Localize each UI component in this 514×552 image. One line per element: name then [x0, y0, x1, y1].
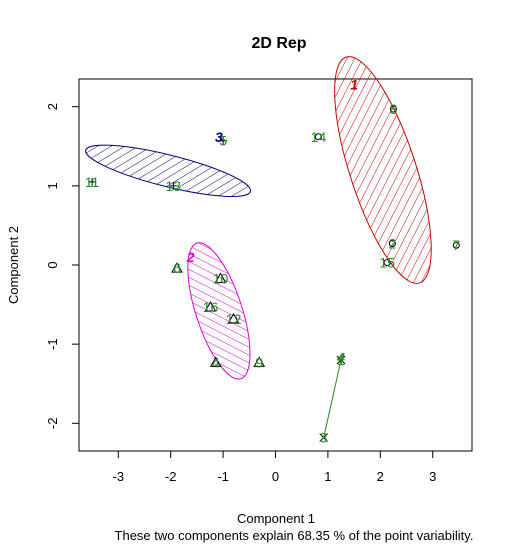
x-tick-label: 3 — [429, 469, 436, 484]
y-tick-label: 2 — [45, 103, 60, 110]
x-tick-label: -2 — [165, 469, 177, 484]
point-label: 6 — [173, 260, 181, 276]
point-marker — [336, 355, 346, 365]
point-marker — [219, 136, 228, 145]
point-marker — [389, 105, 397, 113]
cluster-1-label: 1 — [350, 77, 358, 93]
point-label: 4 — [212, 354, 220, 370]
cluster-4-label: 4 — [336, 350, 345, 366]
x-axis: -3 -2 -1 0 1 2 3 — [113, 450, 436, 484]
y-tick-label: 1 — [45, 182, 60, 189]
point-marker — [314, 133, 322, 141]
chart-subtitle: These two components explain 68.35 % of … — [115, 528, 474, 543]
cluster-3-ellipse — [85, 144, 252, 197]
point-label: 1 — [337, 352, 345, 368]
point-label: 7 — [452, 237, 460, 253]
x-tick-label: -3 — [113, 469, 125, 484]
point-marker — [388, 240, 396, 248]
point-label: 14 — [311, 129, 327, 145]
y-tick-label: -2 — [45, 418, 60, 430]
chart-title: 2D Rep — [251, 35, 306, 52]
y-axis-label: Component 2 — [6, 226, 21, 304]
cluster-1-ellipse — [334, 56, 432, 284]
x-tick-label: -1 — [217, 469, 229, 484]
point-label: 8 — [390, 101, 398, 117]
point-marker — [169, 181, 178, 190]
point-marker — [171, 262, 183, 273]
cluster-4-segment — [323, 359, 342, 438]
cluster-3-label: 3 — [215, 129, 223, 145]
y-tick-label: -1 — [45, 338, 60, 350]
point-label: 10 — [213, 270, 229, 286]
cluster-2-ellipse — [187, 242, 251, 380]
point-marker — [204, 300, 217, 312]
point-markers — [88, 105, 460, 442]
point-marker — [383, 259, 391, 267]
point-marker — [227, 312, 240, 324]
point-label: 5 — [219, 133, 227, 149]
point-label: 11 — [85, 174, 100, 190]
point-label: 16 — [203, 299, 219, 315]
point-label: 3 — [320, 430, 328, 446]
x-tick-label: 0 — [272, 469, 279, 484]
cluster-segments — [323, 359, 342, 438]
y-axis: -2 -1 0 1 2 — [45, 103, 80, 430]
point-marker — [319, 433, 329, 442]
point-label: 13 — [166, 178, 182, 194]
cluster-2-label: 2 — [186, 249, 195, 265]
point-label: 2 — [388, 236, 396, 252]
point-marker — [214, 272, 227, 283]
point-marker — [253, 356, 266, 367]
point-label: 12 — [226, 311, 242, 327]
point-label: 9 — [255, 354, 263, 370]
x-tick-label: 1 — [324, 469, 331, 484]
point-marker — [452, 241, 460, 249]
x-axis-label: Component 1 — [237, 511, 315, 526]
point-label: 15 — [379, 255, 395, 271]
cluster-ellipses — [85, 56, 432, 380]
point-marker — [88, 177, 97, 186]
y-tick-label: 0 — [45, 261, 60, 268]
point-marker — [209, 356, 222, 367]
x-tick-label: 2 — [377, 469, 384, 484]
